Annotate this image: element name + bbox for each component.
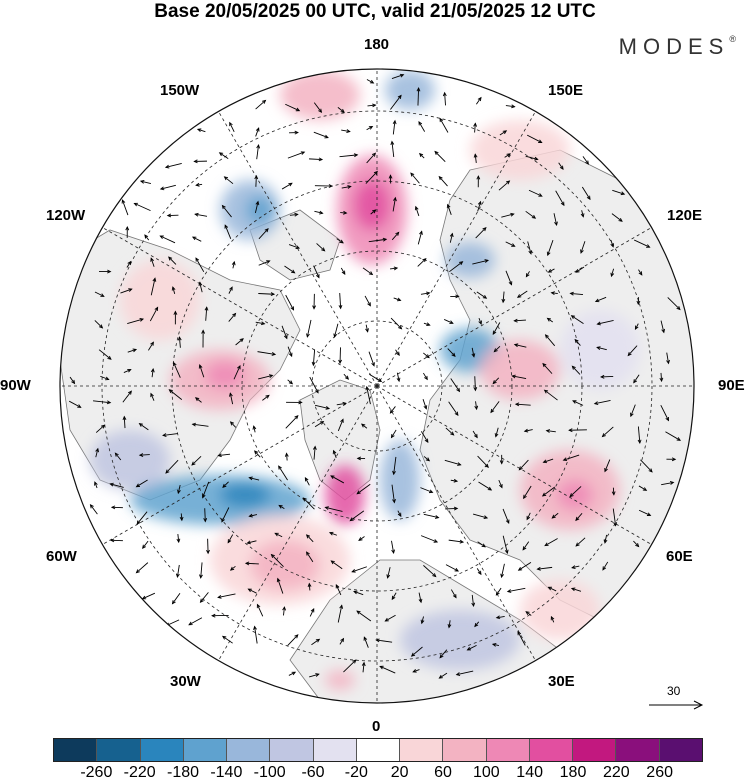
colorbar-tick-label: -220: [124, 764, 156, 782]
colorbar-swatch: [530, 739, 573, 761]
colorbar-tick-label: 60: [434, 764, 452, 782]
lon-label-60e: 60E: [666, 548, 693, 565]
colorbar-tick-label: -20: [345, 764, 368, 782]
colorbar-tick-label: 20: [391, 764, 409, 782]
colorbar-tick-label: 220: [603, 764, 630, 782]
reference-vector-arrow: [647, 683, 707, 713]
anomaly-patch: [354, 180, 390, 230]
lon-label-0: 0: [372, 718, 380, 735]
anomaly-patch: [380, 440, 420, 520]
colorbar-swatch: [141, 739, 184, 761]
lon-label-90w: 90W: [0, 377, 31, 394]
colorbar-swatch: [573, 739, 616, 761]
lon-label-30w: 30W: [170, 673, 201, 690]
lon-label-60w: 60W: [46, 548, 77, 565]
anomaly-patch: [205, 361, 245, 389]
colorbar: [53, 738, 703, 762]
lon-label-90e: 90E: [718, 377, 745, 394]
colorbar-swatch: [443, 739, 486, 761]
anomaly-patch: [385, 70, 435, 110]
colorbar-tick-label: -60: [301, 764, 324, 782]
colorbar-tick-label: 140: [516, 764, 543, 782]
colorbar-tick-label: -100: [254, 764, 286, 782]
anomaly-patch: [250, 540, 320, 590]
colorbar-tick-label: 260: [646, 764, 673, 782]
map-disc: [60, 69, 720, 720]
lon-label-120w: 120W: [46, 207, 85, 224]
colorbar-swatch: [97, 739, 140, 761]
anomaly-patch: [325, 670, 355, 690]
colorbar-ticks: -260 -220 -180 -140 -100 -60 -20 20 60 100 140 180 2…: [0, 764, 750, 784]
colorbar-swatch: [357, 739, 400, 761]
colorbar-swatch: [270, 739, 313, 761]
colorbar-swatch: [400, 739, 443, 761]
colorbar-swatch: [184, 739, 227, 761]
colorbar-swatch: [616, 739, 659, 761]
anomaly-patch: [480, 340, 560, 400]
lon-label-120e: 120E: [667, 207, 702, 224]
anomaly-patch: [557, 480, 593, 510]
anomaly-patch: [120, 260, 200, 340]
anomaly-patch: [400, 610, 520, 670]
anomaly-patch: [246, 196, 274, 224]
colorbar-tick-label: -260: [80, 764, 112, 782]
colorbar-tick-label: -140: [210, 764, 242, 782]
colorbar-swatch: [227, 739, 270, 761]
lon-label-150e: 150E: [548, 82, 583, 99]
colorbar-swatch: [660, 739, 702, 761]
anomaly-patch: [220, 483, 270, 507]
lon-label-180: 180: [364, 36, 389, 53]
anomaly-patch: [90, 430, 170, 490]
colorbar-swatch: [54, 739, 97, 761]
anomaly-patch: [470, 120, 570, 180]
colorbar-tick-label: -180: [167, 764, 199, 782]
lon-label-30e: 30E: [548, 673, 575, 690]
colorbar-tick-label: 180: [560, 764, 587, 782]
anomaly-patch: [520, 580, 600, 640]
colorbar-tick-label: 100: [473, 764, 500, 782]
colorbar-swatch: [314, 739, 357, 761]
colorbar-swatch: [487, 739, 530, 761]
anomaly-patch: [325, 465, 365, 525]
lon-label-150w: 150W: [160, 82, 199, 99]
